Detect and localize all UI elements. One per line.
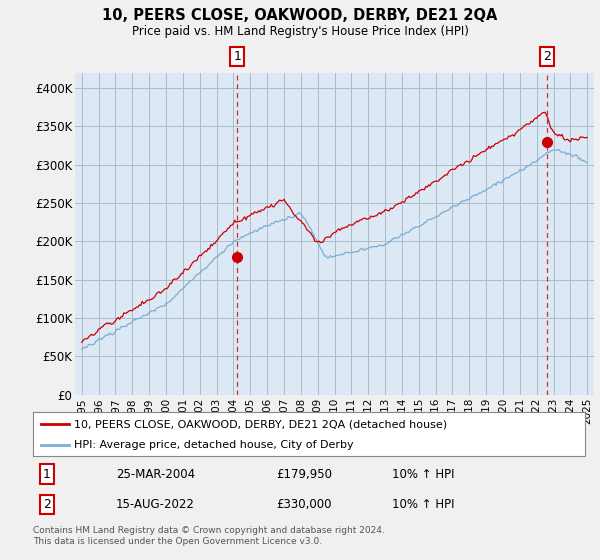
Text: Price paid vs. HM Land Registry's House Price Index (HPI): Price paid vs. HM Land Registry's House … — [131, 25, 469, 38]
Text: £330,000: £330,000 — [276, 498, 331, 511]
Text: 25-MAR-2004: 25-MAR-2004 — [116, 468, 195, 480]
Text: 15-AUG-2022: 15-AUG-2022 — [116, 498, 194, 511]
Text: 1: 1 — [43, 468, 51, 480]
Text: 10% ↑ HPI: 10% ↑ HPI — [392, 498, 454, 511]
Text: 10, PEERS CLOSE, OAKWOOD, DERBY, DE21 2QA: 10, PEERS CLOSE, OAKWOOD, DERBY, DE21 2Q… — [103, 8, 497, 24]
Text: Contains HM Land Registry data © Crown copyright and database right 2024.
This d: Contains HM Land Registry data © Crown c… — [33, 526, 385, 546]
Text: £179,950: £179,950 — [276, 468, 332, 480]
Text: 2: 2 — [543, 50, 551, 63]
Text: 1: 1 — [233, 50, 241, 63]
Text: 2: 2 — [43, 498, 51, 511]
Text: HPI: Average price, detached house, City of Derby: HPI: Average price, detached house, City… — [74, 440, 354, 450]
Text: 10% ↑ HPI: 10% ↑ HPI — [392, 468, 454, 480]
Text: 10, PEERS CLOSE, OAKWOOD, DERBY, DE21 2QA (detached house): 10, PEERS CLOSE, OAKWOOD, DERBY, DE21 2Q… — [74, 419, 448, 429]
